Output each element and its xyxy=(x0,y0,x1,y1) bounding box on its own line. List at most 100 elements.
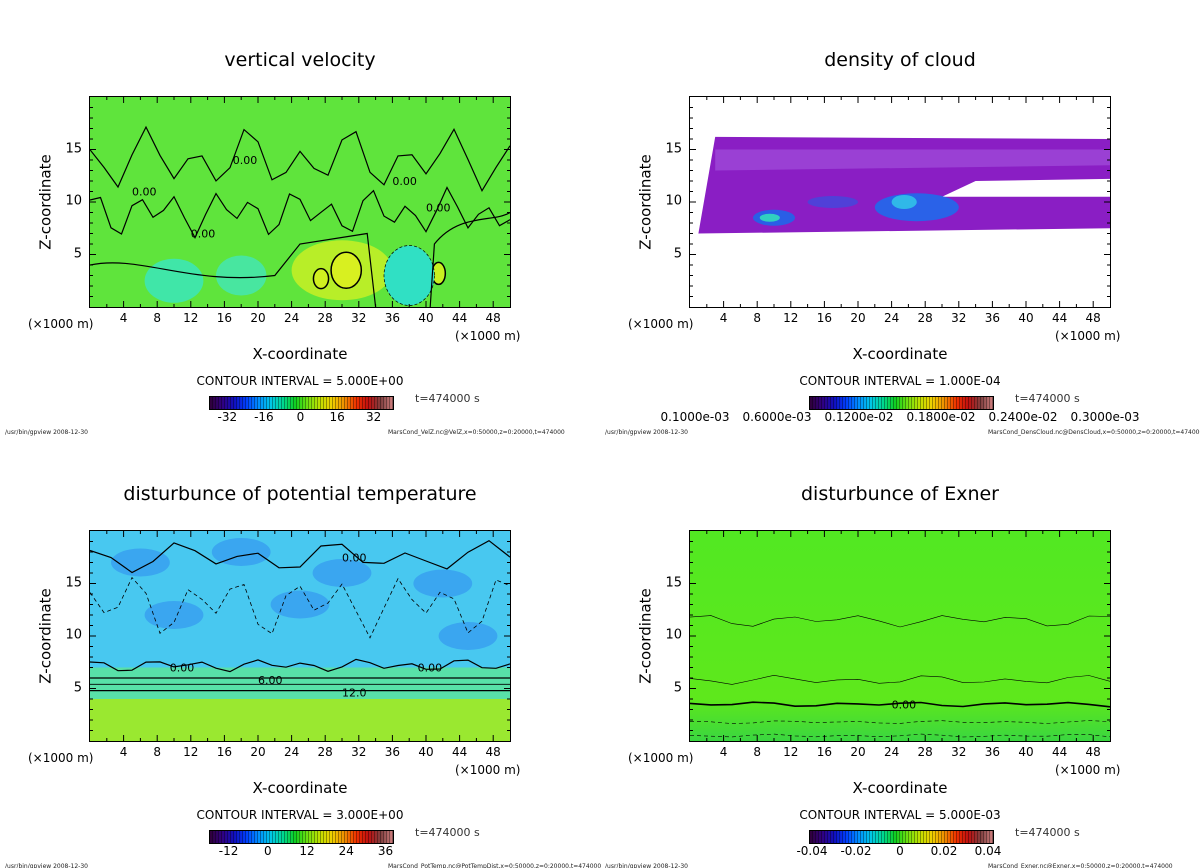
exner-y-axis-label: Z-coordinate xyxy=(636,588,655,684)
colorbar xyxy=(809,830,994,844)
x-tick-label: 12 xyxy=(183,745,199,759)
footer-left: /usr/bin/gpview 2008-12-30 xyxy=(5,429,88,436)
x-tick-label: 36 xyxy=(384,745,401,759)
cloud-band-upper xyxy=(715,149,1110,171)
x-tick-label: 12 xyxy=(783,745,799,759)
x-tick-label: 8 xyxy=(753,745,762,759)
cloud-gap xyxy=(942,178,1110,197)
x-tick-label: 24 xyxy=(883,745,900,759)
potential-temperature-plot-area: 0.00 0.00 0.00 6.00 12.0 xyxy=(89,530,511,742)
contour-label: 0.00 xyxy=(892,698,917,711)
x-unit-label-right: (×1000 m) xyxy=(1055,329,1121,343)
footer-left: /usr/bin/gpview 2008-12-30 xyxy=(605,429,688,436)
x-tick-label: 20 xyxy=(850,745,866,759)
contour-line xyxy=(90,125,510,192)
x-tick-label: 20 xyxy=(250,311,266,325)
x-tick-label: 24 xyxy=(883,311,900,325)
time-label: t=474000 s xyxy=(1015,392,1080,405)
contour-label: 0.00 xyxy=(426,201,451,214)
contour-label: 0.00 xyxy=(342,551,367,564)
field-negative-region xyxy=(144,601,204,629)
x-tick-label: 16 xyxy=(216,311,233,325)
contour-line xyxy=(90,576,510,639)
colorbar-label: -16 xyxy=(254,410,274,424)
contour-line xyxy=(690,615,1110,628)
contour-label: 0.00 xyxy=(191,228,216,241)
x-unit-label-left: (×1000 m) xyxy=(28,751,94,765)
y-tick-label: 15 xyxy=(665,575,682,591)
colorbar-label: 0 xyxy=(896,844,904,858)
field-positive-core xyxy=(330,251,363,289)
colorbar-label: -12 xyxy=(218,844,239,858)
colorbar-label: 0.6000e-03 xyxy=(742,410,812,424)
footer-left: /usr/bin/gpview 2008-12-30 xyxy=(5,863,88,868)
time-label: t=474000 s xyxy=(415,392,480,405)
y-tick-label: 10 xyxy=(65,627,82,643)
x-tick-label: 44 xyxy=(451,745,468,759)
exner-x-axis-label: X-coordinate xyxy=(852,779,948,797)
footer-right: MarsCond_PotTemp.nc@PotTempDist,x=0:5000… xyxy=(388,863,602,868)
x-tick-label: 32 xyxy=(351,745,367,759)
x-tick-label: 48 xyxy=(485,745,501,759)
potential-temperature-x-axis-label: X-coordinate xyxy=(252,779,348,797)
x-tick-label: 40 xyxy=(418,311,434,325)
x-tick-label: 28 xyxy=(317,745,333,759)
field-negative-region xyxy=(211,538,271,566)
colorbar-label: 24 xyxy=(338,844,354,858)
vertical-velocity-plot-area: 0.00 0.00 0.00 0.00 0.00 xyxy=(89,96,511,308)
contour-label: 0.00 xyxy=(132,186,157,199)
x-tick-label: 16 xyxy=(816,745,833,759)
cloud-dense-region xyxy=(874,193,959,222)
vertical-velocity-y-axis-label: Z-coordinate xyxy=(36,154,55,250)
x-tick-label: 44 xyxy=(1051,745,1068,759)
y-tick-label: 5 xyxy=(73,680,82,696)
x-tick-label: 48 xyxy=(1085,311,1101,325)
field-positive-core xyxy=(312,267,330,290)
density-of-cloud-title: density of cloud xyxy=(824,49,976,71)
x-unit-label-right: (×1000 m) xyxy=(455,763,521,777)
contour-label: 0.00 xyxy=(392,175,417,188)
colorbar-label: -0.02 xyxy=(840,844,872,858)
y-tick-label: 15 xyxy=(65,141,82,157)
exner-title: disturbunce of Exner xyxy=(800,483,1000,505)
field-band xyxy=(90,667,510,699)
vertical-velocity-title: vertical velocity xyxy=(224,49,376,71)
colorbar-label: -0.04 xyxy=(796,844,828,858)
cloud-dense-core xyxy=(891,195,917,209)
x-tick-label: 16 xyxy=(216,745,233,759)
contour-line xyxy=(429,211,510,307)
footer-right: MarsCond_DensCloud.nc@DensCloud,x=0:5000… xyxy=(988,429,1200,436)
contour-line xyxy=(90,658,510,673)
y-tick-label: 10 xyxy=(65,193,82,209)
x-tick-label: 8 xyxy=(753,311,762,325)
x-tick-label: 4 xyxy=(719,745,728,759)
colorbar-label: -32 xyxy=(217,410,238,424)
x-tick-label: 32 xyxy=(351,311,367,325)
x-tick-label: 4 xyxy=(119,311,128,325)
footer-right: MarsCond_VelZ.nc@VelZ,x=0:50000,z=0:2000… xyxy=(388,429,565,436)
exner-plot-area: 0.00 xyxy=(689,530,1111,742)
x-tick-label: 8 xyxy=(153,745,162,759)
x-tick-label: 32 xyxy=(951,745,967,759)
contour-label: 6.00 xyxy=(258,674,283,687)
contour-interval: CONTOUR INTERVAL = 3.000E+00 xyxy=(196,808,404,822)
contour-line xyxy=(90,186,510,239)
y-tick-label: 5 xyxy=(673,680,682,696)
field-negative-region xyxy=(270,590,330,619)
field-negative-region xyxy=(216,255,267,296)
x-tick-label: 40 xyxy=(1018,745,1034,759)
x-unit-label-right: (×1000 m) xyxy=(455,329,521,343)
x-tick-label: 40 xyxy=(1018,311,1034,325)
x-tick-label: 20 xyxy=(250,745,266,759)
x-tick-label: 32 xyxy=(951,311,967,325)
colorbar-label: 16 xyxy=(329,410,345,424)
field-negative-region xyxy=(413,569,473,598)
x-tick-label: 8 xyxy=(153,311,162,325)
y-tick-label: 5 xyxy=(73,246,82,262)
contour-label: 12.0 xyxy=(342,687,367,700)
contour-line xyxy=(690,720,1110,724)
x-tick-label: 36 xyxy=(984,311,1001,325)
cloud-dense-core xyxy=(759,213,780,222)
x-tick-label: 20 xyxy=(850,311,866,325)
